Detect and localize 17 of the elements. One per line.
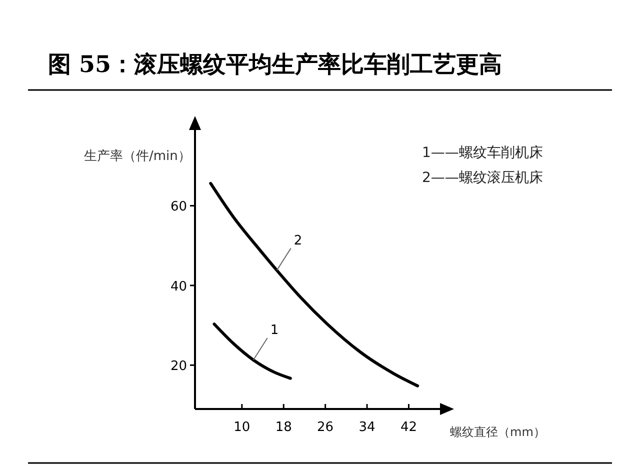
- annotation: 2——螺纹滚压机床: [422, 170, 543, 186]
- annotation: 2: [294, 233, 302, 248]
- x-tick-label: 18: [275, 420, 292, 435]
- x-tick-label: 26: [317, 420, 334, 435]
- chart-title: 图 55：滚压螺纹平均生产率比车削工艺更高: [48, 51, 502, 78]
- x-axis-title: 螺纹直径（mm）: [450, 425, 546, 439]
- line-series: [212, 322, 292, 380]
- line-series: [209, 182, 420, 388]
- annotation: 1: [270, 322, 279, 338]
- x-tick-label: 10: [234, 420, 250, 435]
- y-tick-label: 40: [170, 279, 187, 294]
- x-tick-label: 42: [400, 420, 417, 435]
- y-axis-title: 生产率（件/min）: [84, 148, 191, 164]
- y-tick-label: 20: [170, 359, 187, 374]
- x-tick-label: 34: [358, 420, 376, 435]
- y-tick-label: 60: [170, 200, 187, 215]
- annotation: 1——螺纹车削机床: [422, 145, 543, 161]
